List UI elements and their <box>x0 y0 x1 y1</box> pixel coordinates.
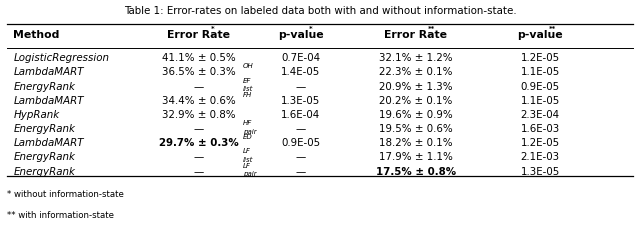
Text: ED: ED <box>243 134 252 140</box>
Text: p-value: p-value <box>278 30 324 40</box>
Text: LF: LF <box>243 162 250 168</box>
Text: —: — <box>193 166 204 176</box>
Text: LambdaMART: LambdaMART <box>13 138 84 148</box>
Text: 29.7% ± 0.3%: 29.7% ± 0.3% <box>159 138 239 148</box>
Text: 2.1E-03: 2.1E-03 <box>521 152 560 162</box>
Text: pair: pair <box>243 171 256 177</box>
Text: HypRank: HypRank <box>13 109 60 120</box>
Text: 32.1% ± 1.2%: 32.1% ± 1.2% <box>379 53 452 63</box>
Text: 0.9E-05: 0.9E-05 <box>281 138 321 148</box>
Text: LogisticRegression: LogisticRegression <box>13 53 109 63</box>
Text: p-value: p-value <box>518 30 563 40</box>
Text: 20.9% ± 1.3%: 20.9% ± 1.3% <box>379 81 452 91</box>
Text: 19.6% ± 0.9%: 19.6% ± 0.9% <box>379 109 452 120</box>
Text: OH: OH <box>243 63 253 69</box>
Text: —: — <box>193 152 204 162</box>
Text: —: — <box>296 152 306 162</box>
Text: LF: LF <box>243 148 250 154</box>
Text: 2.3E-04: 2.3E-04 <box>521 109 560 120</box>
Text: Error Rate: Error Rate <box>384 30 447 40</box>
Text: 1.1E-05: 1.1E-05 <box>521 67 560 77</box>
Text: 1.2E-05: 1.2E-05 <box>521 138 560 148</box>
Text: *: * <box>211 26 214 32</box>
Text: Table 1: Error-rates on labeled data both with and without information-state.: Table 1: Error-rates on labeled data bot… <box>124 6 516 16</box>
Text: ** with information-state: ** with information-state <box>7 210 114 219</box>
Text: **: ** <box>548 26 556 32</box>
Text: EnergyRank: EnergyRank <box>13 152 76 162</box>
Text: 41.1% ± 0.5%: 41.1% ± 0.5% <box>162 53 236 63</box>
Text: FH: FH <box>243 91 252 97</box>
Text: 34.4% ± 0.6%: 34.4% ± 0.6% <box>162 95 236 105</box>
Text: EnergyRank: EnergyRank <box>13 124 76 134</box>
Text: —: — <box>296 81 306 91</box>
Text: LambdaMART: LambdaMART <box>13 67 84 77</box>
Text: 1.6E-03: 1.6E-03 <box>521 124 560 134</box>
Text: 0.9E-05: 0.9E-05 <box>521 81 560 91</box>
Text: *: * <box>309 26 313 32</box>
Text: 1.4E-05: 1.4E-05 <box>281 67 321 77</box>
Text: 19.5% ± 0.6%: 19.5% ± 0.6% <box>379 124 452 134</box>
Text: 18.2% ± 0.1%: 18.2% ± 0.1% <box>379 138 452 148</box>
Text: 17.9% ± 1.1%: 17.9% ± 1.1% <box>379 152 452 162</box>
Text: 1.6E-04: 1.6E-04 <box>281 109 321 120</box>
Text: 1.3E-05: 1.3E-05 <box>521 166 560 176</box>
Text: * without information-state: * without information-state <box>7 189 124 198</box>
Text: pair: pair <box>243 128 256 134</box>
Text: LambdaMART: LambdaMART <box>13 95 84 105</box>
Text: EnergyRank: EnergyRank <box>13 166 76 176</box>
Text: 1.3E-05: 1.3E-05 <box>281 95 321 105</box>
Text: **: ** <box>428 26 435 32</box>
Text: 22.3% ± 0.1%: 22.3% ± 0.1% <box>379 67 452 77</box>
Text: Method: Method <box>13 30 60 40</box>
Text: 17.5% ± 0.8%: 17.5% ± 0.8% <box>376 166 456 176</box>
Text: Error Rate: Error Rate <box>167 30 230 40</box>
Text: list: list <box>243 86 253 92</box>
Text: EnergyRank: EnergyRank <box>13 81 76 91</box>
Text: —: — <box>193 124 204 134</box>
Text: HF: HF <box>243 120 252 125</box>
Text: 36.5% ± 0.3%: 36.5% ± 0.3% <box>162 67 236 77</box>
Text: 0.7E-04: 0.7E-04 <box>281 53 321 63</box>
Text: EF: EF <box>243 77 251 83</box>
Text: —: — <box>296 166 306 176</box>
Text: 1.1E-05: 1.1E-05 <box>521 95 560 105</box>
Text: 20.2% ± 0.1%: 20.2% ± 0.1% <box>379 95 452 105</box>
Text: —: — <box>193 81 204 91</box>
Text: 1.2E-05: 1.2E-05 <box>521 53 560 63</box>
Text: 32.9% ± 0.8%: 32.9% ± 0.8% <box>162 109 236 120</box>
Text: —: — <box>296 124 306 134</box>
Text: list: list <box>243 156 253 162</box>
